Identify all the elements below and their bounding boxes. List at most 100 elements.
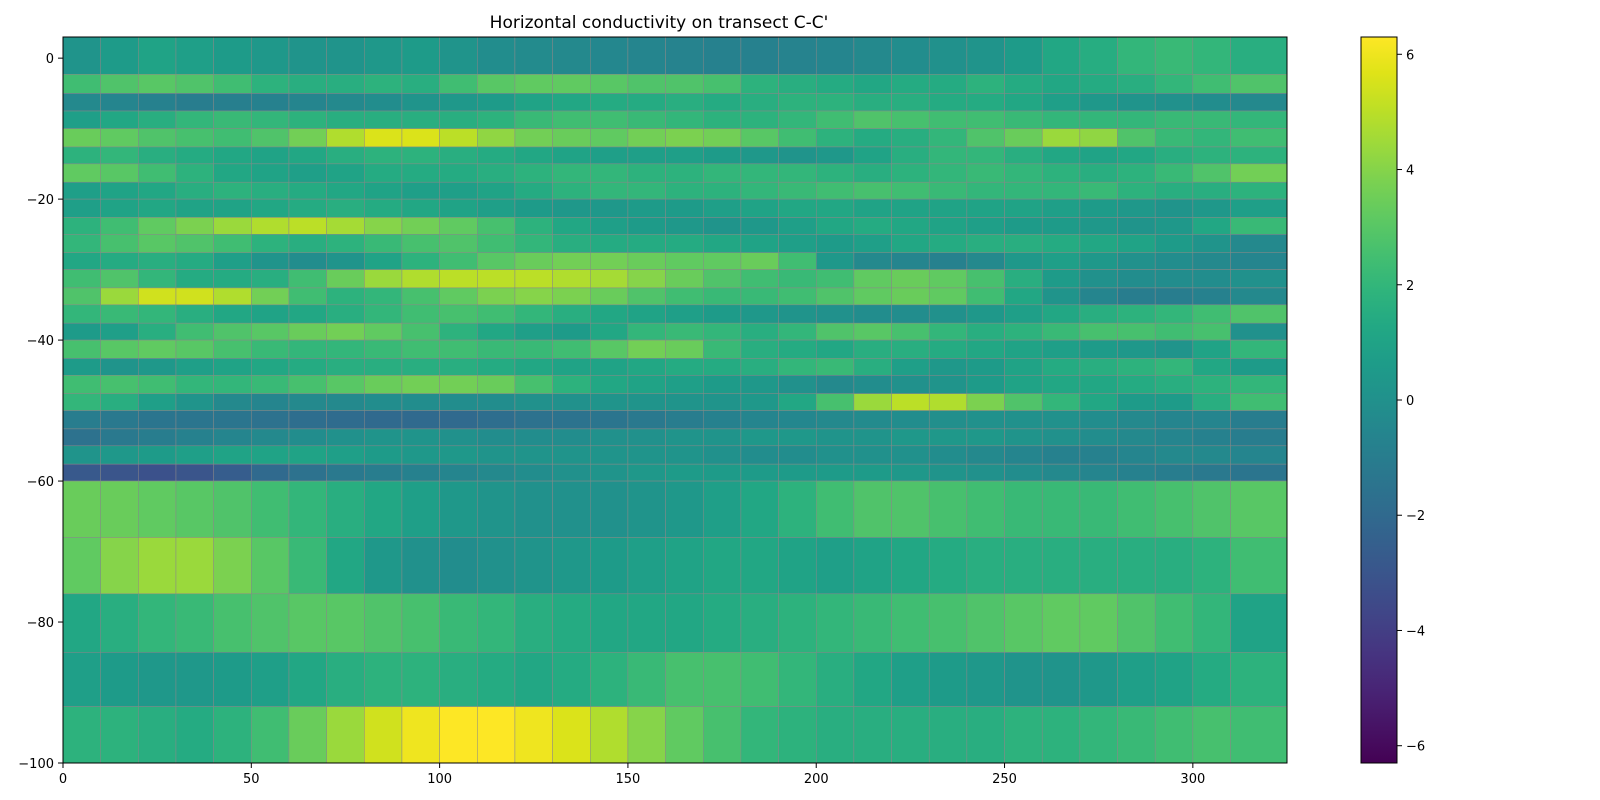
heatmap-cell [853, 146, 892, 165]
heatmap-cell [815, 252, 855, 270]
heatmap-cell [778, 339, 817, 359]
heatmap-cell [213, 198, 252, 218]
heatmap-cell [815, 537, 855, 595]
heatmap-cell [1004, 110, 1043, 129]
heatmap-cell [138, 393, 177, 411]
heatmap-cell [288, 198, 327, 218]
heatmap-cell [627, 163, 666, 183]
heatmap-cell [552, 410, 591, 430]
heatmap-cell [138, 128, 177, 148]
heatmap-cell [853, 358, 892, 376]
heatmap-cell [1041, 146, 1081, 165]
heatmap-cell [251, 163, 290, 183]
heatmap-cell [853, 269, 892, 289]
heatmap-cell [1117, 652, 1156, 707]
heatmap-cell [853, 198, 892, 218]
heatmap-cell [62, 287, 101, 306]
heatmap-cell [966, 358, 1005, 376]
heatmap-cell [778, 146, 817, 165]
heatmap-cell [326, 428, 365, 447]
heatmap-cell [439, 593, 478, 653]
heatmap-cell [175, 181, 214, 200]
heatmap-cell [590, 428, 629, 447]
heatmap-cell [100, 269, 139, 289]
heatmap-cell [1041, 706, 1081, 764]
heatmap-cell [590, 463, 629, 482]
heatmap-cell [928, 146, 968, 165]
heatmap-cell [891, 428, 930, 447]
heatmap-cell [552, 339, 591, 359]
heatmap-cell [853, 463, 892, 482]
heatmap-cell [891, 163, 930, 183]
heatmap-cell [590, 252, 629, 270]
heatmap-cell [326, 181, 365, 200]
heatmap-cell [627, 445, 666, 465]
heatmap-cell [740, 445, 779, 465]
heatmap-cell [1079, 358, 1118, 376]
heatmap-cell [326, 287, 365, 306]
heatmap-cell [627, 93, 666, 112]
heatmap-cell [439, 322, 478, 341]
heatmap-cell [326, 652, 365, 707]
heatmap-cell [1004, 393, 1043, 411]
heatmap-cell [62, 93, 101, 112]
heatmap-cell [966, 445, 1005, 465]
heatmap-cell [1154, 322, 1194, 341]
heatmap-cell [1041, 110, 1081, 129]
heatmap-cell [778, 128, 817, 148]
heatmap-cell [477, 128, 516, 148]
heatmap-cell [966, 304, 1005, 324]
heatmap-cell [740, 269, 779, 289]
heatmap-cell [326, 410, 365, 430]
heatmap-cell [778, 163, 817, 183]
heatmap-cell [815, 393, 855, 411]
heatmap-cell [815, 375, 855, 394]
heatmap-cell [62, 375, 101, 394]
heatmap-cell [928, 410, 968, 430]
heatmap-cell [62, 322, 101, 341]
heatmap-cell [62, 304, 101, 324]
heatmap-cell [1192, 304, 1231, 324]
heatmap-cell [138, 593, 177, 653]
heatmap-cell [627, 322, 666, 341]
heatmap-cell [288, 217, 327, 235]
heatmap-cell [552, 269, 591, 289]
heatmap-cell [778, 445, 817, 465]
heatmap-cell [288, 593, 327, 653]
heatmap-cell [552, 322, 591, 341]
heatmap-cell [62, 593, 101, 653]
heatmap-cell [928, 163, 968, 183]
heatmap-cell [288, 339, 327, 359]
heatmap-cell [891, 110, 930, 129]
heatmap-cell [1041, 128, 1081, 148]
heatmap-cell [439, 652, 478, 707]
heatmap-cell [364, 706, 403, 764]
heatmap-cell [401, 410, 440, 430]
heatmap-cell [1041, 198, 1081, 218]
heatmap-cell [590, 706, 629, 764]
heatmap-cell [815, 445, 855, 465]
heatmap-cell [1154, 428, 1194, 447]
heatmap-cell [514, 480, 553, 538]
heatmap-cell [627, 252, 666, 270]
heatmap-cell [477, 74, 516, 94]
heatmap-cell [740, 339, 779, 359]
heatmap-cell [703, 217, 742, 235]
heatmap-cell [138, 537, 177, 595]
heatmap-cell [288, 74, 327, 94]
heatmap-cell [1117, 410, 1156, 430]
heatmap-cell [364, 110, 403, 129]
colorbar-tick-label: 6 [1406, 48, 1414, 63]
heatmap-cell [514, 358, 553, 376]
heatmap-cell [364, 428, 403, 447]
heatmap-cell [213, 146, 252, 165]
heatmap-cell [288, 480, 327, 538]
heatmap-cell [665, 128, 704, 148]
heatmap-cell [1079, 217, 1118, 235]
heatmap-cell [326, 322, 365, 341]
heatmap-cell [966, 128, 1005, 148]
heatmap-cell [439, 128, 478, 148]
heatmap-cell [665, 163, 704, 183]
heatmap-cell [514, 287, 553, 306]
heatmap-cell [891, 146, 930, 165]
